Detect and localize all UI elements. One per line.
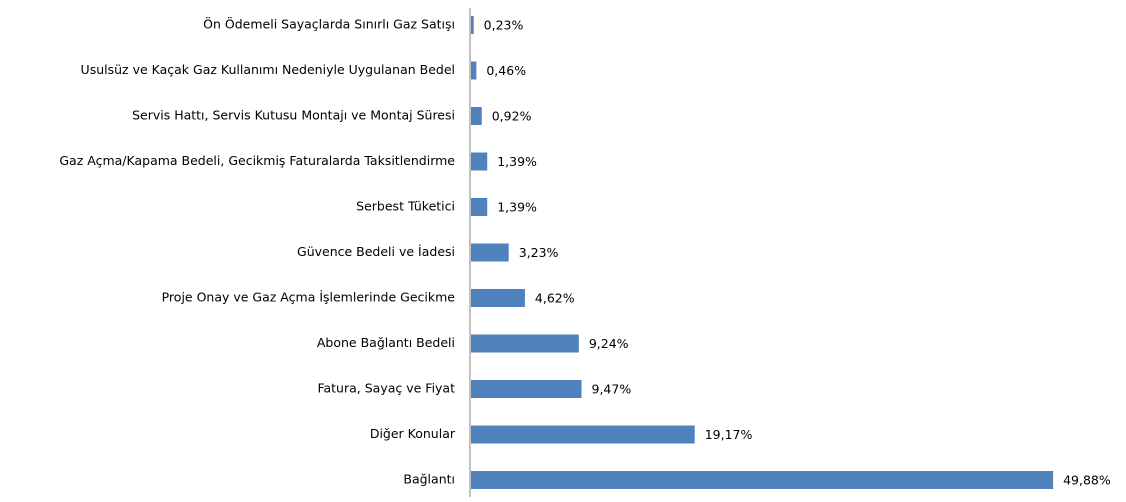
value-label: 0,23% — [484, 18, 524, 33]
bar — [471, 61, 477, 80]
category-label: Fatura, Sayaç ve Fiyat — [317, 381, 455, 396]
value-label: 9,47% — [592, 382, 632, 397]
category-label: Abone Bağlantı Bedeli — [317, 335, 455, 350]
category-label: Gaz Açma/Kapama Bedeli, Gecikmiş Fatural… — [59, 153, 455, 168]
bar — [471, 334, 579, 353]
bar — [471, 243, 509, 262]
bar — [471, 107, 482, 125]
category-label: Serbest Tüketici — [356, 199, 455, 214]
bar — [471, 152, 488, 171]
category-label: Usulsüz ve Kaçak Gaz Kullanımı Nedeniyle… — [81, 62, 455, 77]
category-label: Diğer Konular — [370, 426, 456, 441]
value-label: 0,92% — [492, 109, 532, 124]
bar — [471, 471, 1054, 489]
bar — [471, 380, 582, 398]
value-label: 9,24% — [589, 336, 629, 351]
bar — [471, 16, 474, 34]
value-label: 0,46% — [486, 63, 526, 78]
value-label: 1,39% — [497, 200, 537, 215]
value-label: 1,39% — [497, 154, 537, 169]
bar — [471, 425, 695, 444]
bar — [471, 289, 525, 307]
category-label: Ön Ödemeli Sayaçlarda Sınırlı Gaz Satışı — [203, 16, 455, 32]
value-label: 4,62% — [535, 291, 575, 306]
category-label: Güvence Bedeli ve İadesi — [297, 244, 455, 259]
bar — [471, 198, 488, 216]
category-label: Proje Onay ve Gaz Açma İşlemlerinde Geci… — [162, 290, 456, 305]
value-label: 3,23% — [519, 245, 559, 260]
category-label: Servis Hattı, Servis Kutusu Montajı ve M… — [132, 108, 455, 123]
category-label: Bağlantı — [403, 472, 455, 487]
value-label: 49,88% — [1063, 473, 1111, 488]
value-label: 19,17% — [705, 427, 753, 442]
